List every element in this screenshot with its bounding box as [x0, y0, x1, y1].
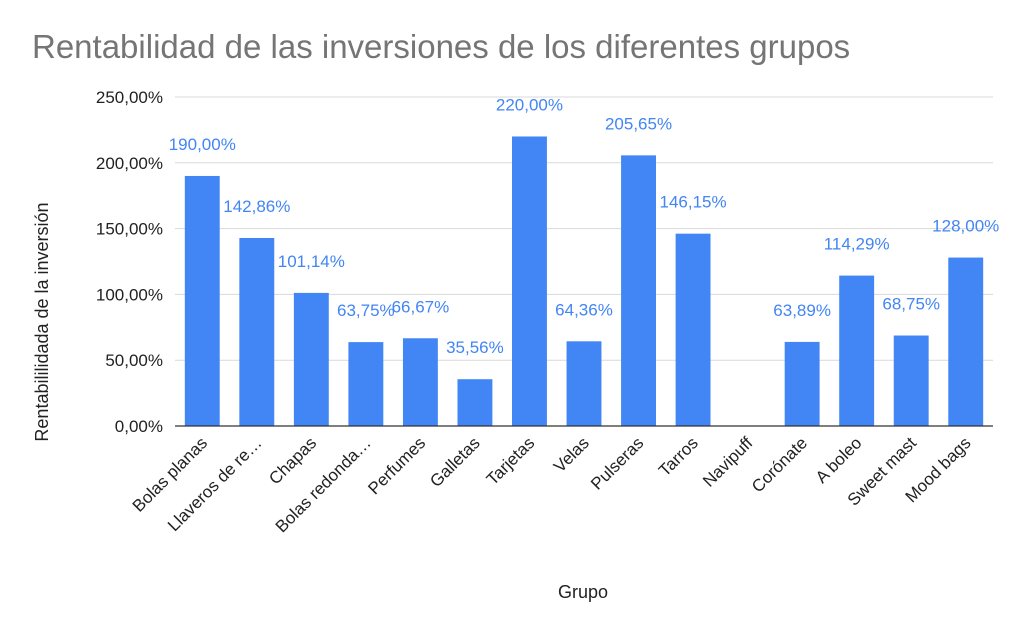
bar — [239, 237, 275, 426]
x-tick-label: A boleo — [812, 433, 866, 487]
bar — [621, 155, 656, 426]
data-label: 190,00% — [169, 135, 236, 154]
y-tick-label: 150,00% — [96, 220, 163, 239]
y-tick-label: 50,00% — [105, 351, 163, 370]
x-tick-label: Bolas redonda… — [272, 433, 375, 536]
data-label: 146,15% — [660, 193, 727, 212]
bar — [184, 175, 220, 426]
y-tick-label: 200,00% — [96, 154, 163, 173]
x-tick-label: Tarjetas — [483, 433, 539, 489]
data-label: 128,00% — [932, 217, 999, 236]
y-axis-ticks: 0,00% 50,00% 100,00% 150,00% 200,00% 250,00% — [96, 88, 163, 436]
data-label: 64,36% — [555, 300, 613, 319]
bar — [402, 338, 438, 426]
bar — [566, 341, 602, 426]
bar — [512, 136, 547, 427]
data-label: 66,67% — [392, 297, 450, 316]
x-tick-label: Perfumes — [364, 433, 429, 498]
y-tick-label: 100,00% — [96, 285, 163, 304]
bar — [675, 233, 711, 426]
data-label: 68,75% — [882, 295, 940, 314]
x-tick-label: Chapas — [265, 433, 320, 488]
data-label: 63,89% — [773, 301, 831, 320]
data-label: 35,56% — [446, 338, 504, 357]
data-label: 101,14% — [278, 252, 345, 271]
bar — [784, 341, 820, 426]
x-tick-label: Llaveros de re… — [164, 433, 266, 535]
bar — [948, 257, 984, 426]
x-tick-label: Pulseras — [587, 433, 647, 493]
data-label: 220,00% — [496, 95, 563, 114]
data-label: 205,65% — [605, 114, 672, 133]
x-tick-label: Tarros — [655, 433, 702, 480]
bars — [184, 136, 984, 427]
data-label: 63,75% — [337, 301, 395, 320]
data-label: 114,29% — [824, 235, 890, 254]
bar — [457, 379, 493, 426]
x-tick-label: Velas — [550, 433, 593, 476]
y-axis-title: Rentabililidada de la inversión — [32, 202, 52, 441]
x-tick-label: Corónate — [748, 433, 811, 496]
bar — [893, 335, 929, 426]
bar — [348, 342, 384, 426]
data-labels: 190,00% 142,86% 101,14% 63,75%66,67% 35,56% 2… — [169, 95, 1000, 357]
y-tick-label: 0,00% — [115, 417, 163, 436]
x-tick-label: Galletas — [426, 433, 484, 491]
chart-title: Rentabilidad de las inversiones de los d… — [32, 28, 850, 65]
y-tick-label: 250,00% — [96, 88, 163, 107]
x-axis-title: Grupo — [558, 582, 608, 602]
data-label: 142,86% — [223, 197, 290, 216]
bar — [839, 275, 875, 426]
bar — [293, 292, 329, 426]
